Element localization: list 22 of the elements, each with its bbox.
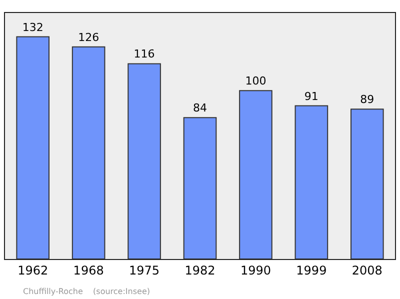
x-tick-label: 1999 [296, 263, 327, 278]
x-tick-label: 2008 [352, 263, 382, 278]
bar [294, 105, 328, 259]
x-tick-label: 1982 [184, 263, 216, 278]
x-tick-label: 1990 [240, 263, 271, 278]
data-label: 100 [245, 74, 266, 88]
x-tick-label: 1968 [73, 263, 104, 278]
bar [72, 46, 106, 259]
data-label: 132 [22, 20, 44, 34]
data-label: 89 [360, 93, 374, 106]
data-label: 84 [193, 102, 207, 115]
data-label: 126 [78, 30, 100, 44]
x-tick-label: 1975 [129, 263, 160, 278]
bar [16, 36, 50, 259]
data-label: 91 [304, 90, 318, 103]
text: Chuffilly-Roche (source:Insee) [23, 287, 150, 296]
data-label: 116 [134, 48, 155, 61]
x-tick-label: 1962 [18, 263, 48, 278]
bar [128, 63, 161, 259]
bar [183, 117, 217, 259]
bar [239, 90, 272, 259]
bar [350, 108, 384, 259]
